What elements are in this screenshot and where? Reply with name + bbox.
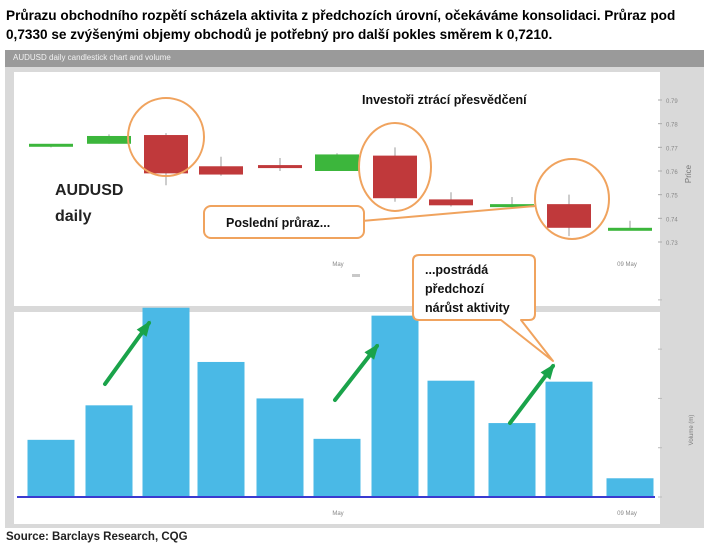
panel-title: AUDUSD daily candlestick chart and volum… — [13, 53, 171, 62]
bearish-candle — [547, 204, 591, 228]
volume-bar — [142, 307, 190, 497]
bullish-candle — [608, 227, 652, 231]
volume-x-tick-label: 09 May — [617, 511, 637, 517]
callout-box — [412, 254, 554, 362]
trend-arrowhead — [364, 343, 379, 360]
volume-bar — [488, 423, 536, 497]
pane-splitter — [352, 274, 360, 277]
price-plot-area — [14, 72, 660, 306]
price-tick-label: 0.77 — [666, 146, 678, 152]
highlight-circle — [127, 97, 205, 177]
price-tick-label: 0.76 — [666, 170, 678, 176]
price-tick-label: 0.78 — [666, 123, 678, 129]
source-note: Source: Barclays Research, CQG — [6, 531, 188, 543]
price-x-tick-label: 09 May — [617, 262, 637, 268]
highlight-circle — [534, 158, 610, 240]
volume-x-tick-label: May — [332, 511, 343, 517]
price-tick-label: 0.74 — [666, 217, 678, 223]
chart-svg: 0.79 0.78 0.77 0.76 0.75 0.74 0.73 Price Volume … — [14, 72, 695, 524]
callout-pointer — [349, 205, 536, 223]
volume-bar — [545, 381, 593, 497]
volume-bar — [27, 439, 75, 497]
bearish-candle — [429, 199, 473, 206]
price-tick-label: 0.79 — [666, 99, 678, 105]
volume-bar — [427, 380, 475, 497]
highlight-circle — [358, 122, 432, 212]
chart-title-line: daily — [55, 208, 92, 225]
volume-bar — [197, 361, 245, 497]
bearish-candle — [199, 166, 243, 175]
price-axis-label: Price — [684, 164, 693, 183]
bullish-candle — [87, 135, 131, 144]
bearish-candle — [144, 135, 188, 174]
volume-bar — [371, 315, 419, 497]
bullish-candle — [315, 154, 359, 171]
annotation-text: Investoři ztrácí přesvědčení — [362, 93, 527, 107]
volume-bar — [313, 438, 361, 497]
annotation-text: ...postrádá — [425, 263, 488, 277]
trend-arrowhead — [540, 363, 555, 380]
annotation-text: předchozí — [425, 282, 485, 296]
volume-axis-label: Volume (m) — [689, 415, 695, 446]
volume-bar — [85, 405, 133, 497]
headline: Průrazu obchodního rozpětí scházela akti… — [6, 8, 676, 42]
price-tick-label: 0.73 — [666, 241, 678, 247]
chart-panel: AUDUSD daily candlestick chart and volum… — [5, 50, 704, 528]
volume-bar — [256, 398, 304, 497]
bearish-candle — [258, 165, 302, 169]
bearish-candle — [373, 155, 417, 199]
annotation-text: Poslední průraz... — [226, 216, 330, 230]
price-x-tick-label: May — [332, 262, 343, 268]
callout-box — [203, 205, 365, 239]
trend-arrowhead — [136, 320, 151, 337]
bullish-candle — [29, 143, 73, 147]
price-tick-label: 0.75 — [666, 194, 678, 200]
annotation-text: nárůst aktivity — [425, 301, 510, 315]
chart-title-line: AUDUSD — [55, 182, 123, 199]
bullish-candle — [490, 204, 534, 208]
volume-bar — [606, 478, 654, 497]
panel-title-bar: AUDUSD daily candlestick chart and volum… — [5, 50, 704, 67]
